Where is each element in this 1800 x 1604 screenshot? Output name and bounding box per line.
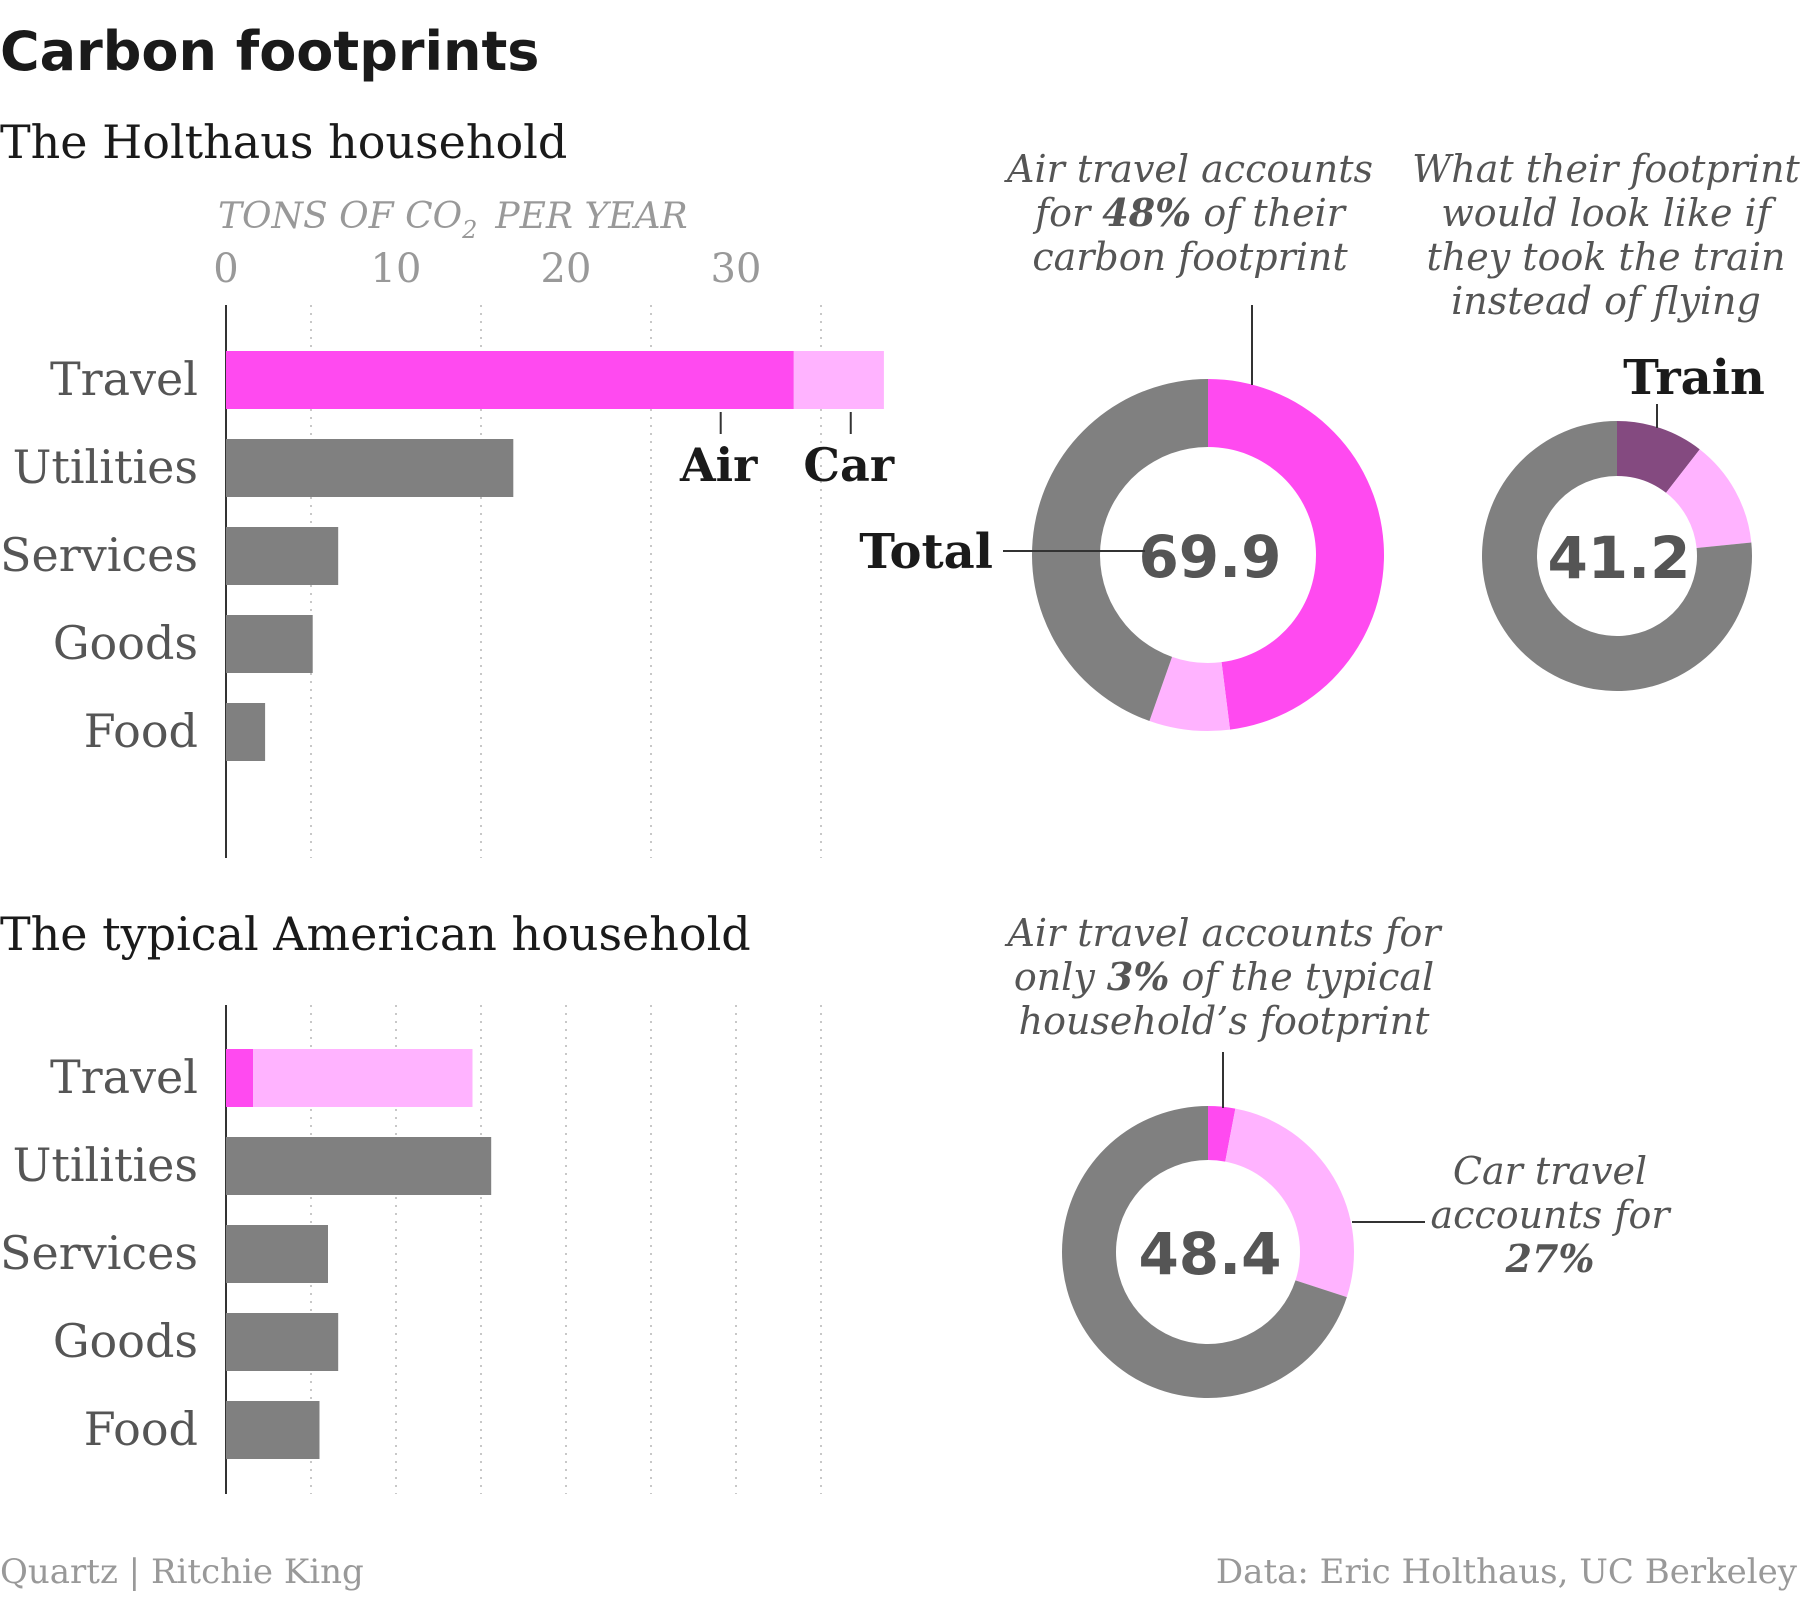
bar-goods-total (226, 615, 313, 673)
slice-train (1617, 421, 1700, 493)
category-label-goods: Goods (53, 616, 198, 670)
total-annotation-line-1: for 48% of their (1032, 190, 1348, 235)
total-annotation-line-1-part-2: of their (1191, 191, 1347, 235)
american-annotation-line-0-part-0: Air travel accounts for (1004, 911, 1443, 955)
total-annotation-line-2: carbon footprint (1032, 235, 1348, 279)
car-annotation-line-2-part-1: 27% (1505, 1236, 1595, 1281)
bar-travel-car (793, 351, 884, 409)
category-label-travel: Travel (50, 352, 198, 406)
bar-travel-air (226, 1049, 254, 1107)
american-annotation-line-1: only 3% of the typical (1014, 954, 1434, 999)
american-annotation-line-1-part-1: 3% (1107, 954, 1170, 999)
american-annotation-line-2: household’s footprint (1019, 999, 1431, 1043)
car-annotation-line-1: accounts for (1430, 1193, 1672, 1237)
slice-other (1031, 379, 1208, 721)
american-annotation-line-2-part-0: household’s footprint (1019, 999, 1431, 1043)
american-annotation-line-1-part-0: only (1014, 955, 1107, 999)
donut-center-value: 69.9 (1138, 523, 1281, 591)
air-series-label: Air (679, 438, 758, 492)
bar-food-total (226, 1401, 320, 1459)
bar-goods-total (226, 1313, 339, 1371)
bar-travel-air (226, 351, 794, 409)
bar-utilities-total (226, 1137, 492, 1195)
category-label-food: Food (84, 704, 198, 758)
category-label-utilities: Utilities (13, 1138, 198, 1192)
category-label-goods: Goods (53, 1314, 198, 1368)
x-tick-label-0: 0 (213, 246, 238, 292)
total-annotation-line-0-part-0: Air travel accounts (1004, 147, 1373, 191)
bar-travel-car (253, 1049, 473, 1107)
subtitle-holthaus: The Holthaus household (0, 115, 567, 169)
x-tick-label-3: 30 (711, 246, 762, 292)
train-annotation-line-3: instead of flying (1451, 279, 1761, 323)
train-annotation-line-2: they took the train (1427, 235, 1786, 279)
car-annotation-line-0: Car travel (1453, 1149, 1647, 1193)
slice-air (1208, 1106, 1236, 1162)
category-label-services: Services (0, 1226, 198, 1280)
donut-center-value: 48.4 (1138, 1220, 1281, 1288)
car-series-label: Car (803, 438, 894, 492)
category-label-travel: Travel (50, 1050, 198, 1104)
slice-air (1208, 379, 1384, 730)
chart-title: Carbon footprints (0, 20, 539, 83)
source-left: Quartz | Ritchie King (0, 1552, 364, 1592)
axis-title-subscript: 2 (461, 216, 477, 244)
donut-center-value: 41.2 (1547, 524, 1690, 592)
axis-title-main: TONS OF CO (218, 196, 462, 237)
train-annotation-line-0: What their footprint (1412, 147, 1800, 191)
category-label-food: Food (84, 1402, 198, 1456)
total-side-label: Total (859, 524, 993, 580)
american-annotation-line-1-part-2: of the typical (1169, 955, 1434, 999)
x-tick-label-2: 20 (541, 246, 592, 292)
car-annotation-line-0-part-0: Car travel (1453, 1149, 1647, 1193)
slice-other (1482, 421, 1752, 691)
train-side-label: Train (1623, 350, 1765, 406)
subtitle-american: The typical American household (0, 907, 751, 961)
american-annotation-line-0: Air travel accounts for (1004, 911, 1443, 955)
car-annotation-line-1-part-0: accounts for (1430, 1193, 1672, 1237)
source-right: Data: Eric Holthaus, UC Berkeley (1216, 1552, 1798, 1592)
category-label-services: Services (0, 528, 198, 582)
total-annotation-line-1-part-0: for (1032, 191, 1102, 235)
axis-title: TONS OF CO2 PER YEAR (218, 196, 688, 244)
slice-other (1061, 1106, 1347, 1398)
train-annotation-line-3-part-0: instead of flying (1451, 279, 1761, 323)
category-label-utilities: Utilities (13, 440, 198, 494)
axis-title-rest: PER YEAR (494, 196, 687, 237)
train-annotation-line-2-part-0: they took the train (1427, 235, 1786, 279)
train-annotation-line-0-part-0: What their footprint (1412, 147, 1800, 191)
american-bar-chart: Travel Utilities Services Goods Food (0, 1005, 822, 1494)
bar-services-total (226, 527, 339, 585)
total-annotation-line-1-part-1: 48% (1102, 190, 1191, 235)
train-annotation-line-1: would look like if (1441, 191, 1777, 235)
slice-car (1149, 656, 1231, 732)
holthaus-bar-chart: 0 10 20 30 Travel Utilities Services Goods Food A… (0, 246, 895, 858)
bar-utilities-total (226, 439, 514, 497)
slice-car (1225, 1108, 1354, 1298)
bar-food-total (226, 703, 266, 761)
x-tick-label-1: 10 (371, 246, 422, 292)
car-annotation-line-2: 27% (1505, 1236, 1595, 1281)
total-annotation-line-0: Air travel accounts (1004, 147, 1373, 191)
total-annotation-line-2-part-0: carbon footprint (1032, 235, 1348, 279)
slice-car (1666, 449, 1752, 548)
train-annotation-line-1-part-0: would look like if (1441, 191, 1777, 235)
bar-services-total (226, 1225, 328, 1283)
